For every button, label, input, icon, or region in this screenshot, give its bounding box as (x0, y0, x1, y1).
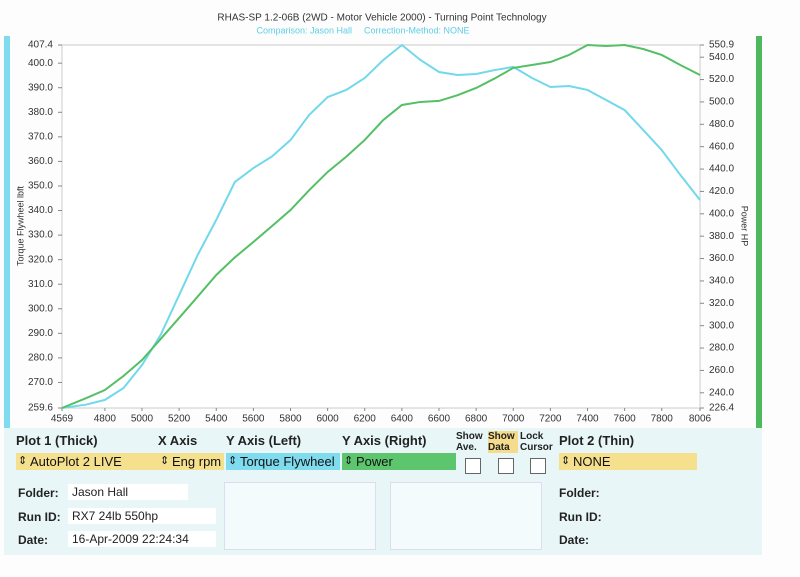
y2-tick-label: 280.0 (709, 343, 734, 354)
chart: RHAS-SP 1.2-06B (2WD - Motor Vehicle 200… (4, 13, 762, 428)
control-panel: Plot 1 (Thick) X Axis Y Axis (Left) Y Ax… (4, 428, 762, 555)
x-tick-label: 6000 (317, 414, 340, 425)
y-tick-label: 270.0 (28, 377, 53, 388)
y-tick-label: 280.0 (28, 353, 53, 364)
dropdown[interactable]: Power (342, 453, 456, 470)
series-line (61, 43, 701, 409)
header: Y Axis (Left) (226, 433, 302, 448)
toggle-label: Show Ave. (456, 431, 483, 453)
info-box (224, 482, 376, 550)
x-tick-label: 7600 (614, 414, 637, 425)
x-tick-label: 5200 (168, 414, 191, 425)
y-tick-label: 340.0 (28, 205, 53, 216)
y-tick-label: 407.4 (28, 40, 53, 51)
dropdown[interactable]: Torque Flywheel (226, 453, 340, 470)
header: Plot 1 (Thick) (16, 433, 98, 448)
plot-area (61, 44, 701, 409)
y2-tick-label: 520.0 (709, 74, 734, 85)
x-tick-label: 7200 (539, 414, 562, 425)
y-tick-label: 320.0 (28, 254, 53, 265)
x-tick-label: 6400 (391, 414, 414, 425)
y2-tick-label: 260.0 (709, 365, 734, 376)
y2-axis-label: Power HP (740, 206, 750, 247)
y-tick-label: 400.0 (28, 58, 53, 69)
y2-tick-label: 480.0 (709, 119, 734, 130)
field-label: Folder: (18, 486, 59, 500)
x-tick-label: 4800 (94, 414, 117, 425)
dropdown[interactable]: AutoPlot 2 LIVE (16, 453, 166, 470)
x-tick-label: 7000 (502, 414, 525, 425)
x-tick-label: 6200 (354, 414, 377, 425)
x-tick-label: 7400 (576, 414, 599, 425)
y2-tick-label: 500.0 (709, 97, 734, 108)
y2-tick-label: 550.9 (709, 40, 734, 51)
y-tick-label: 380.0 (28, 107, 53, 118)
y-tick-label: 350.0 (28, 181, 53, 192)
left-strip (4, 36, 10, 428)
field-label: Run ID: (18, 510, 61, 524)
field-label: Folder: (559, 486, 600, 500)
info-box (390, 482, 542, 550)
y2-tick-label: 226.4 (709, 403, 734, 414)
y2-tick-label: 440.0 (709, 164, 734, 175)
dropdown[interactable]: NONE (559, 453, 697, 470)
y-axis-label: Torque Flywheel lbft (15, 185, 25, 266)
right-strip (756, 36, 762, 428)
header: X Axis (158, 433, 198, 448)
toggle-label: Show Data (488, 431, 518, 453)
y2-tick-label: 360.0 (709, 253, 734, 264)
x-tick-label: 5800 (279, 414, 302, 425)
y-tick-label: 330.0 (28, 230, 53, 241)
x-tick-label: 5400 (205, 414, 228, 425)
y-tick-label: 310.0 (28, 279, 53, 290)
field-label: Date: (18, 533, 49, 547)
y2-tick-label: 460.0 (709, 141, 734, 152)
y2-tick-label: 540.0 (709, 52, 734, 63)
checkbox[interactable] (465, 458, 481, 474)
dropdown[interactable]: Eng rpm (158, 453, 224, 470)
header: Plot 2 (Thin) (559, 433, 635, 448)
field-value: Jason Hall (68, 484, 188, 500)
field-value: 16-Apr-2009 22:24:34 (68, 531, 216, 547)
field-value: RX7 24lb 550hp (68, 508, 216, 524)
y-tick-label: 370.0 (28, 131, 53, 142)
checkbox[interactable] (498, 458, 514, 474)
x-tick-label: 8006 (689, 414, 712, 425)
y-tick-label: 290.0 (28, 328, 53, 339)
x-tick-label: 6800 (465, 414, 488, 425)
checkbox[interactable] (530, 458, 546, 474)
y2-tick-label: 420.0 (709, 186, 734, 197)
chart-title: RHAS-SP 1.2-06B (2WD - Motor Vehicle 200… (217, 13, 546, 24)
field-label: Date: (559, 533, 590, 547)
field-label: Run ID: (559, 510, 602, 524)
y-tick-label: 390.0 (28, 82, 53, 93)
x-tick-label: 5600 (242, 414, 265, 425)
x-tick-label: 7800 (651, 414, 674, 425)
y-tick-label: 259.6 (28, 403, 53, 414)
toggle-label: Lock Cursor (520, 431, 553, 453)
y2-tick-label: 300.0 (709, 320, 734, 331)
subtitle: Comparison: Jason Hall (256, 25, 352, 35)
y2-tick-label: 400.0 (709, 208, 734, 219)
y2-tick-label: 320.0 (709, 298, 734, 309)
x-tick-label: 6600 (428, 414, 451, 425)
x-tick-label: 4569 (51, 414, 74, 425)
y2-tick-label: 380.0 (709, 231, 734, 242)
subtitle: Correction-Method: NONE (364, 25, 470, 35)
y2-tick-label: 340.0 (709, 276, 734, 287)
x-tick-label: 5000 (131, 414, 154, 425)
y-tick-label: 360.0 (28, 156, 53, 167)
y2-tick-label: 240.0 (709, 387, 734, 398)
header: Y Axis (Right) (342, 433, 427, 448)
series-line (61, 43, 701, 409)
y-tick-label: 300.0 (28, 303, 53, 314)
